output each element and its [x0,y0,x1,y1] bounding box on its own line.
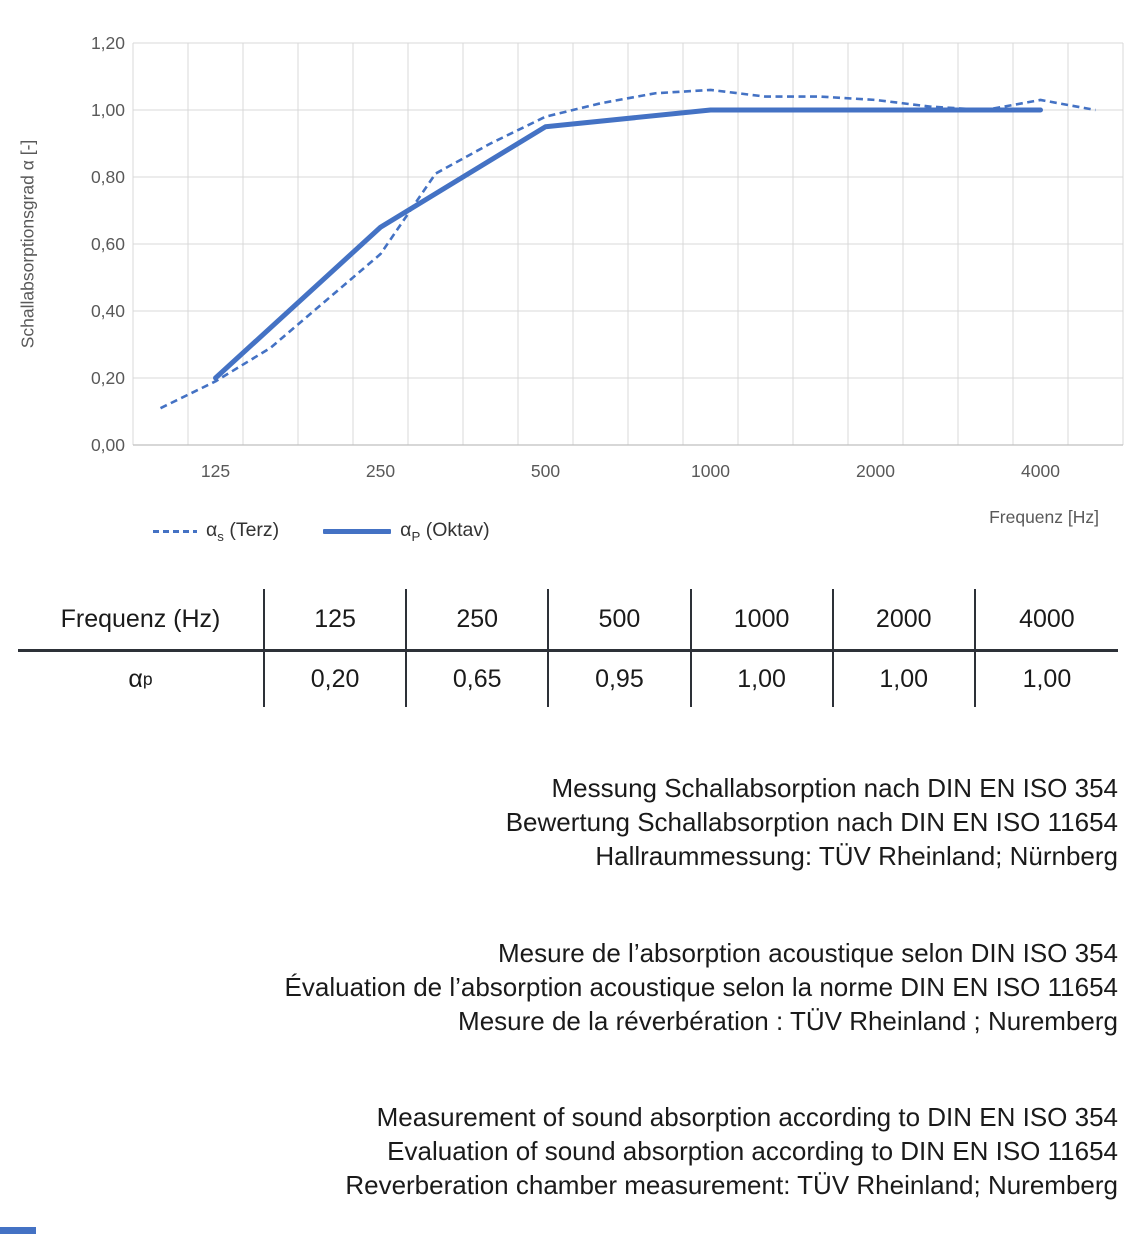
x-tick-label: 500 [530,461,561,481]
dashed-line-sample [153,529,197,533]
series-line-terz [159,88,1096,410]
table-value-cell: 1,00 [833,649,976,707]
note-line: Évaluation de l’absorption acoustique se… [284,972,1118,1002]
table-header-frequency: 500 [549,589,692,649]
y-tick-label: 1,20 [90,33,125,53]
y-tick-label: 0,00 [90,435,125,455]
legend-label-oktav: αP (Oktav) [400,519,490,544]
y-tick-label: 0,20 [90,368,125,388]
legend-item-terz: αs (Terz) [153,519,279,544]
note-line: Evaluation of sound absorption according… [387,1136,1118,1166]
absorption-values-table: Frequenz (Hz) 125 250 500 1000 2000 4000 α p 0,20… [18,589,1118,707]
solid-line-sample [323,528,392,534]
legend-label-terz: αs (Terz) [206,519,280,544]
y-tick-label: 0,40 [90,301,125,321]
table-value-cell: 1,00 [691,649,834,707]
legend-item-oktav: αP (Oktav) [323,519,490,544]
table-header-frequency: 250 [407,589,550,649]
page-corner-accent-bar [0,1227,36,1234]
table-header-frequency: 4000 [1019,604,1075,633]
sound-absorption-chart: Schallabsorptionsgrad α [-] 1,20 1,00 0,80… [0,0,1135,565]
note-line: Bewertung Schallabsorption nach DIN EN I… [505,807,1118,837]
x-tick-label: 250 [365,461,396,481]
x-tick-label: 4000 [1021,461,1060,481]
chart-plot-area [132,42,1124,446]
x-tick-label: 1000 [691,461,730,481]
y-tick-label: 1,00 [90,100,125,120]
y-tick-label: 0,60 [90,234,125,254]
table-value-cell: 0,95 [549,649,692,707]
note-block-french: Mesure de l’absorption acoustique selon … [17,936,1118,1038]
note-block-german: Messung Schallabsorption nach DIN EN ISO… [17,771,1118,873]
table-header-frequency: 125 [265,589,408,649]
table-header-frequency: 1000 [692,589,834,649]
chart-legend: αs (Terz) αP (Oktav) [153,519,490,544]
x-axis-title: Frequenz [Hz] [989,507,1099,527]
table-value-cell: 1,00 [975,649,1118,707]
note-line: Measurement of sound absorption accordin… [376,1102,1118,1132]
table-value-cell: 0,20 [265,649,408,707]
note-line: Messung Schallabsorption nach DIN EN ISO… [551,773,1118,803]
note-line: Hallraummessung: TÜV Rheinland; Nürnberg [595,841,1118,871]
x-tick-label: 125 [200,461,231,481]
series-line-oktav [213,107,1043,381]
y-tick-label: 0,80 [90,167,125,187]
table-header-frequency: 2000 [834,589,976,649]
x-tick-label: 2000 [856,461,895,481]
note-line: Mesure de l’absorption acoustique selon … [497,938,1118,968]
table-value-cell: 0,65 [407,649,550,707]
note-line: Mesure de la réverbération : TÜV Rheinla… [458,1006,1118,1036]
y-axis-title: Schallabsorptionsgrad α [-] [17,139,38,349]
note-line: Reverberation chamber measurement: TÜV R… [345,1170,1118,1200]
note-block-english: Measurement of sound absorption accordin… [17,1100,1118,1202]
table-header-label: Frequenz (Hz) [18,589,265,649]
